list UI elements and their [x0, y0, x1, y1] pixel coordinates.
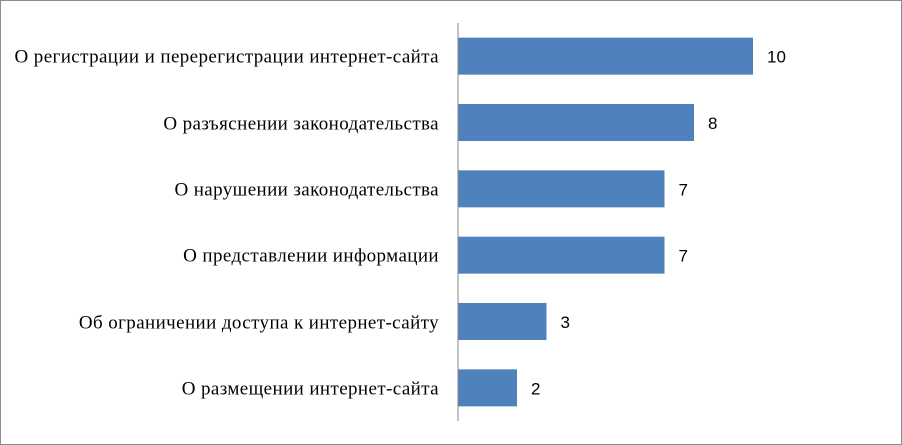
- category-label-box: О разъяснении законодательства: [1, 113, 439, 134]
- category-label: О нарушении законодательства: [174, 179, 439, 201]
- bar: [458, 37, 753, 75]
- category-label: Об ограничении доступа к интернет-сайту: [78, 312, 439, 333]
- category-label-box: О нарушении законодательства: [1, 179, 439, 201]
- value-label: 10: [767, 48, 786, 67]
- bar: [458, 236, 665, 274]
- category-label: О регистрации и перерегистрации интернет…: [14, 46, 439, 68]
- bar: [458, 303, 547, 340]
- value-label: 8: [708, 114, 717, 133]
- category-label: О разъяснении законодательства: [163, 113, 439, 134]
- category-label-box: О регистрации и перерегистрации интернет…: [1, 46, 439, 68]
- category-label-box: О размещении интернет-сайта: [1, 378, 439, 400]
- value-label: 7: [679, 180, 688, 199]
- bar: [458, 170, 665, 208]
- category-label: О размещении интернет-сайта: [181, 378, 439, 400]
- category-label-box: Об ограничении доступа к интернет-сайту: [1, 312, 439, 333]
- bar: [458, 369, 517, 407]
- category-label: О представлении информации: [183, 245, 439, 267]
- value-label: 3: [561, 313, 570, 332]
- category-label-box: О представлении информации: [1, 245, 439, 267]
- value-label: 2: [531, 379, 540, 398]
- value-label: 7: [679, 247, 688, 266]
- bar: [458, 104, 694, 141]
